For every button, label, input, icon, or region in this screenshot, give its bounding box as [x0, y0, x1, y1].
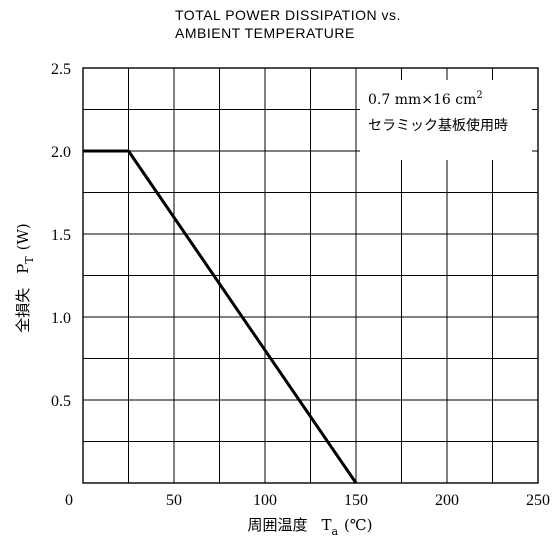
- x-tick-label: 150: [344, 492, 368, 509]
- x-tick-label: 100: [253, 492, 277, 509]
- y-tick-labels: 2.5 2.0 1.5 1.0 0.5: [51, 61, 71, 410]
- y-axis-unit: (W): [14, 223, 32, 250]
- y-axis-label: 全損失 PT (W): [14, 223, 36, 333]
- y-axis-label-text: 全損失: [14, 288, 32, 333]
- y-tick-label: 2.5: [51, 61, 71, 78]
- x-axis-unit: (℃): [344, 516, 372, 534]
- grid-lines: [83, 68, 538, 483]
- x-tick-label: 50: [166, 492, 182, 509]
- x-axis-symbol: T: [321, 516, 331, 534]
- x-tick-label: 0: [65, 492, 73, 509]
- x-tick-label: 250: [526, 492, 550, 509]
- plot-frame: [82, 67, 539, 484]
- y-axis-subscript: T: [23, 256, 36, 264]
- y-tick-label: 2.0: [51, 144, 71, 161]
- annotation-substrate-type: セラミック基板使用時: [368, 117, 508, 134]
- x-axis-subscript: a: [331, 525, 338, 538]
- annotation-substrate-size: 0.7 mm×16 cm2: [368, 90, 483, 108]
- y-axis-symbol: P: [14, 264, 32, 274]
- x-tick-label: 200: [435, 492, 459, 509]
- series-line: [83, 149, 358, 484]
- y-tick-label: 1.5: [51, 227, 71, 244]
- chart-title-line-2: AMBIENT TEMPERATURE: [175, 25, 355, 41]
- annotation-background: [360, 80, 532, 160]
- chart-title-line-1: TOTAL POWER DISSIPATION vs.: [175, 7, 401, 23]
- chart-title: TOTAL POWER DISSIPATION vs. AMBIENT TEMP…: [175, 7, 401, 41]
- x-tick-labels: 0 50 100 150 200 250: [65, 492, 550, 509]
- x-axis-label-text: 周囲温度: [247, 516, 307, 534]
- annotation-size-text: 0.7 mm×16 cm: [368, 92, 476, 108]
- annotation-box: 0.7 mm×16 cm2 セラミック基板使用時: [360, 80, 532, 160]
- x-axis-label: 周囲温度 Ta (℃): [247, 516, 372, 538]
- y-tick-label: 1.0: [51, 310, 71, 327]
- annotation-superscript: 2: [476, 90, 482, 101]
- y-tick-label: 0.5: [51, 393, 71, 410]
